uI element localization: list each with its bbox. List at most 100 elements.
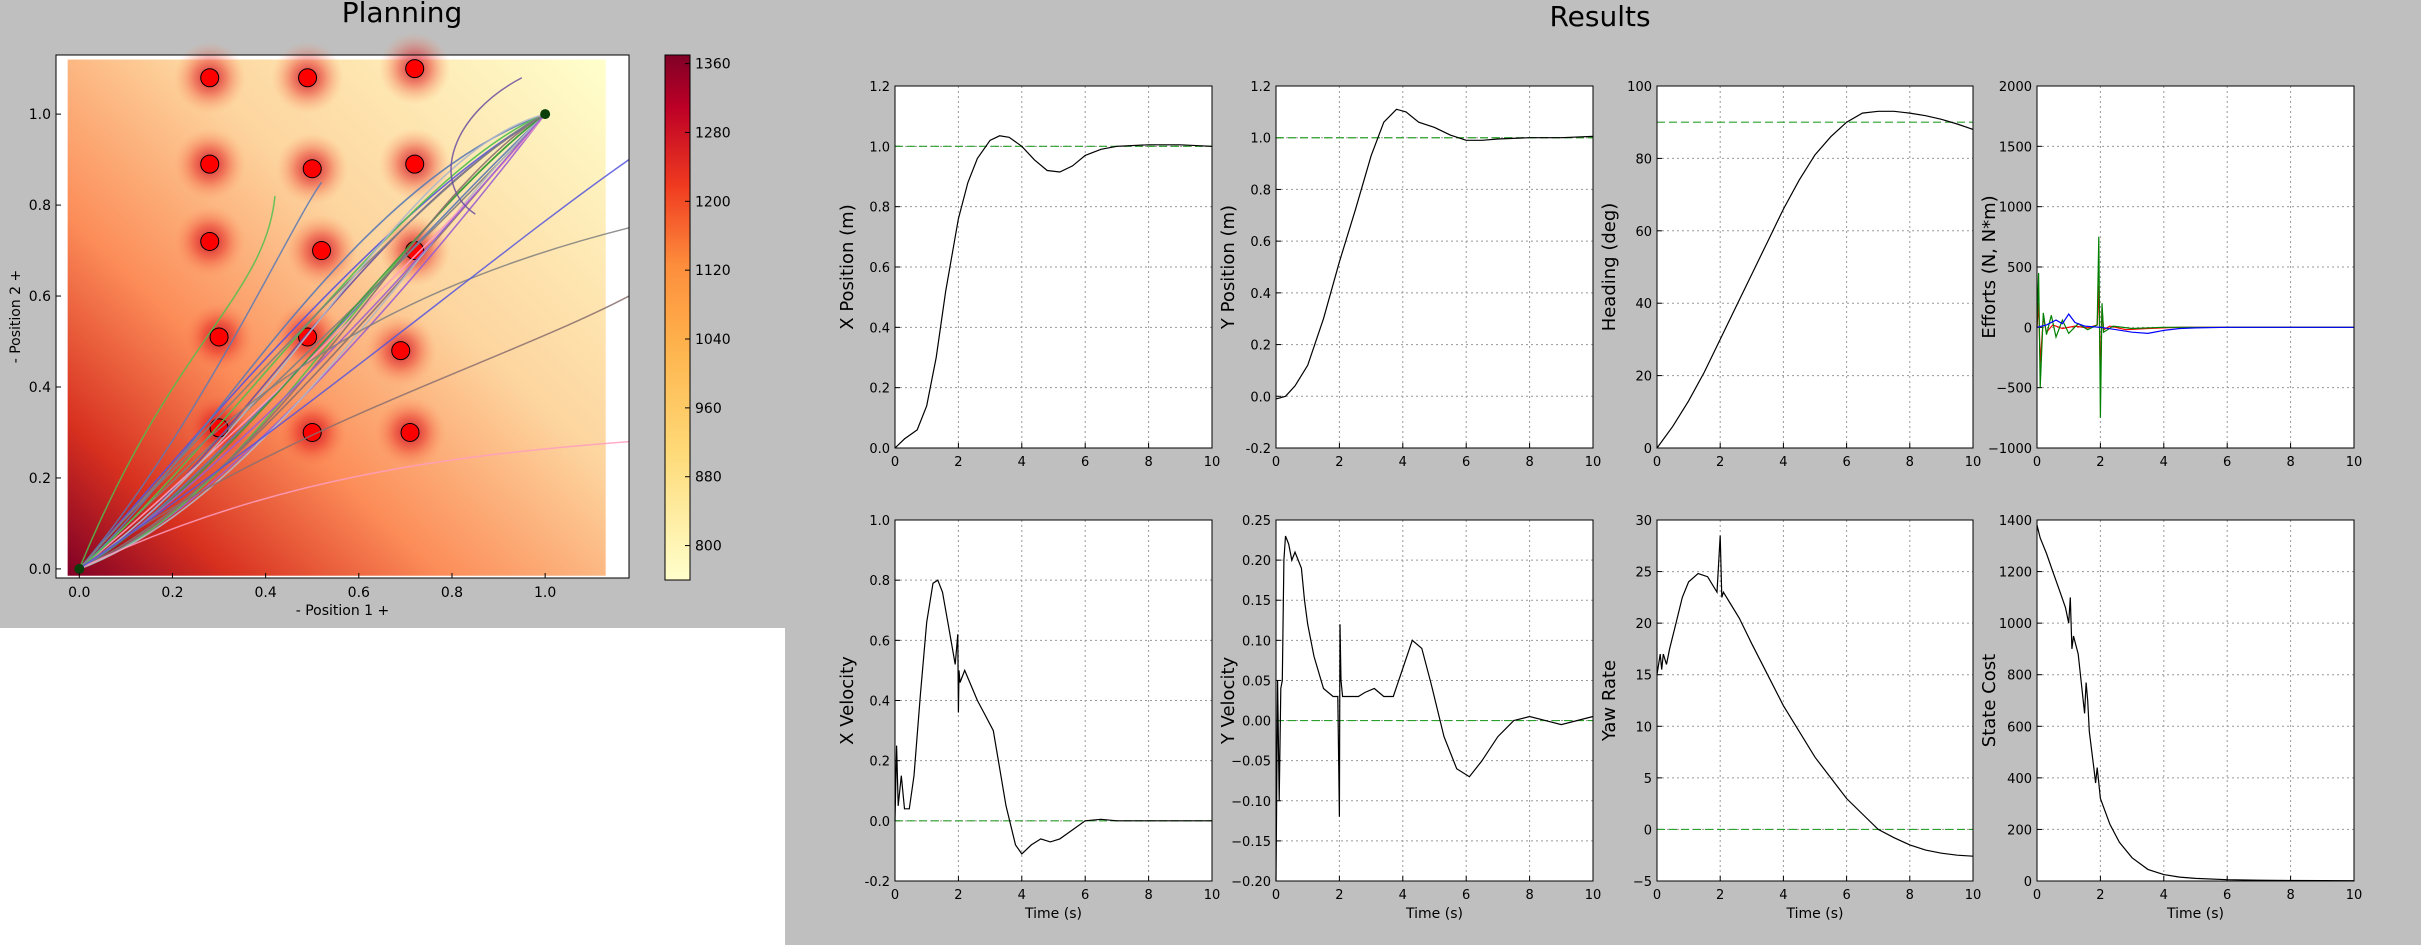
y-tick-label: 1400 [1999, 514, 2032, 529]
y-tick-label: 0.8 [869, 201, 890, 216]
x-tick-label: 2 [1335, 455, 1343, 470]
series-line [894, 135, 1213, 449]
x-tick-label: 1.0 [534, 585, 556, 601]
y-tick-label: 0.4 [29, 380, 51, 396]
x-tick-label: 4 [1399, 455, 1407, 470]
y-tick-label: 0.2 [869, 755, 890, 770]
x-tick-label: 10 [1204, 455, 1221, 470]
y-tick-label: 0 [2024, 875, 2032, 890]
axes-background [1276, 86, 1593, 448]
x-tick-label: 0.6 [348, 585, 370, 601]
series-line [1656, 110, 1974, 449]
y-tick-label: 1.0 [869, 140, 890, 155]
x-tick-label: 10 [1965, 888, 1982, 903]
y-tick-label: 5 [1644, 772, 1652, 787]
y-tick-label: 0.6 [1250, 235, 1271, 250]
x-tick-label: 4 [1779, 888, 1787, 903]
y-tick-label: 500 [2007, 261, 2032, 276]
axes-background [2037, 86, 2354, 448]
planned-trajectory [78, 113, 546, 570]
y-tick-label: 20 [1635, 370, 1652, 385]
y-axis-label: Y Position (m) [1218, 205, 1239, 330]
x-tick-label: 4 [1018, 455, 1026, 470]
y-axis-label: Yaw Rate [1599, 660, 1620, 742]
y-axis-label: State Cost [1979, 654, 2000, 747]
y-tick-label: 0.2 [1250, 339, 1271, 354]
axes-background [1657, 86, 1973, 448]
y-axis-label: X Position (m) [837, 204, 858, 329]
obstacle [200, 231, 220, 251]
y-tick-label: 15 [1635, 669, 1652, 684]
x-axis-label: Time (s) [1024, 906, 1082, 922]
y-tick-label: 0.6 [29, 289, 51, 305]
colorbar-tick-label: 1360 [695, 57, 731, 73]
x-tick-label: 6 [1842, 455, 1850, 470]
x-tick-label: 0 [891, 455, 899, 470]
y-tick-label: 0.2 [869, 382, 890, 397]
results-subplot: 0 2 4 6 8 10 -0.2 0.0 0.2 0.4 0.6 0.8 1.0 Time (s) X V… [837, 514, 1220, 922]
planned-trajectory [78, 113, 546, 570]
x-tick-label: 8 [1525, 888, 1533, 903]
y-tick-label: 0.8 [29, 198, 51, 214]
series-line [2036, 313, 2354, 335]
colorbar [664, 54, 691, 581]
series-line [1656, 535, 1974, 857]
x-tick-label: 0 [1653, 455, 1661, 470]
x-tick-label: 8 [1906, 888, 1914, 903]
start-marker [74, 563, 85, 574]
x-tick-label: 10 [2346, 888, 2363, 903]
y-tick-label: −0.05 [1231, 755, 1271, 770]
axes-frame [894, 519, 1213, 882]
y-tick-label: 1.0 [29, 107, 51, 123]
y-tick-label: −0.20 [1231, 875, 1271, 890]
x-tick-label: 4 [2160, 888, 2168, 903]
x-tick-label: 6 [2223, 888, 2231, 903]
y-tick-label: 400 [2007, 772, 2032, 787]
planned-trajectory [78, 227, 630, 570]
x-tick-label: 2 [954, 888, 962, 903]
y-tick-label: 0.2 [29, 471, 51, 487]
y-tick-label: 0.6 [869, 634, 890, 649]
planning-xlabel: - Position 1 + [296, 603, 390, 619]
planned-trajectory [78, 440, 630, 570]
planned-trajectory [79, 113, 546, 570]
y-tick-label: 1000 [1999, 617, 2032, 632]
axes-background [895, 86, 1212, 448]
series-line [1275, 535, 1594, 882]
y-tick-label: 800 [2007, 669, 2032, 684]
obstacle [302, 159, 322, 179]
y-tick-label: −5 [1633, 875, 1652, 890]
colorbar-tick-label: 960 [695, 401, 722, 417]
planned-trajectory [78, 195, 276, 570]
x-axis-label: Time (s) [2166, 906, 2224, 922]
x-tick-label: 0.2 [161, 585, 183, 601]
y-tick-label: -0.2 [1246, 442, 1271, 457]
goal-marker [540, 109, 551, 120]
x-tick-label: 10 [2346, 455, 2363, 470]
y-axis-label: X Velocity [837, 656, 858, 745]
y-tick-label: 1.2 [869, 80, 890, 95]
y-tick-label: 600 [2007, 720, 2032, 735]
x-tick-label: 2 [1335, 888, 1343, 903]
y-tick-label: 1200 [1999, 566, 2032, 581]
x-tick-label: 2 [1716, 455, 1724, 470]
y-tick-label: 20 [1635, 617, 1652, 632]
y-tick-label: 0.25 [1242, 514, 1271, 529]
y-tick-label: 60 [1635, 225, 1652, 240]
x-tick-label: 2 [954, 455, 962, 470]
x-tick-label: 8 [2286, 455, 2294, 470]
axes-background [1657, 520, 1973, 881]
y-tick-label: 25 [1635, 566, 1652, 581]
axes-frame [1275, 519, 1594, 882]
results-subplot: 0 2 4 6 8 10 0 200 400 600 800 1000 1200 1400 Time (s)… [1979, 514, 2362, 922]
series-line [1275, 108, 1594, 400]
x-tick-label: 0 [1272, 455, 1280, 470]
x-tick-label: 4 [1399, 888, 1407, 903]
colorbar-tick-label: 880 [695, 470, 722, 486]
results-title: Results [1549, 0, 1651, 33]
x-tick-label: 0 [1272, 888, 1280, 903]
x-tick-label: 2 [2096, 888, 2104, 903]
axes-frame [1656, 85, 1974, 449]
